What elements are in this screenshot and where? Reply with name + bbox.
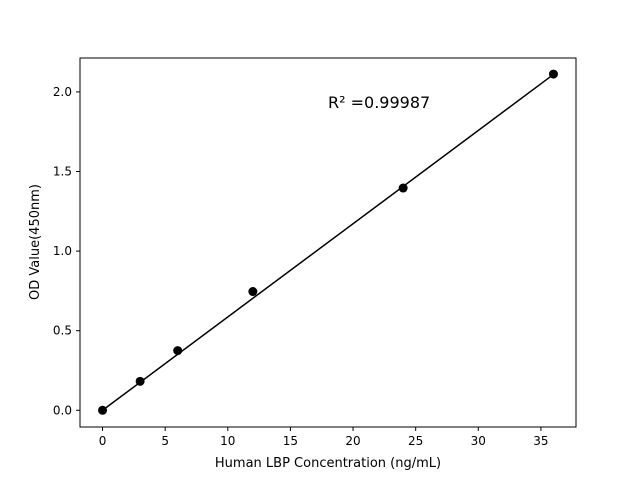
data-point bbox=[548, 69, 558, 79]
x-tick-label: 0 bbox=[99, 434, 107, 448]
x-tick-label: 10 bbox=[220, 434, 235, 448]
data-point bbox=[173, 346, 183, 356]
y-tick-label: 1.5 bbox=[53, 165, 72, 179]
y-tick-label: 0.0 bbox=[53, 403, 72, 417]
x-tick-label: 25 bbox=[408, 434, 423, 448]
x-tick-label: 30 bbox=[471, 434, 486, 448]
x-tick-label: 15 bbox=[283, 434, 298, 448]
x-tick-label: 20 bbox=[345, 434, 360, 448]
data-point bbox=[248, 287, 258, 297]
y-axis-label: OD Value(450nm) bbox=[28, 184, 43, 300]
x-tick-label: 5 bbox=[161, 434, 169, 448]
y-tick-label: 2.0 bbox=[53, 85, 72, 99]
y-axis-ticks: 0.0 0.5 1.0 1.5 2.0 bbox=[53, 85, 80, 417]
x-tick-label: 35 bbox=[533, 434, 548, 448]
y-tick-label: 0.5 bbox=[53, 324, 72, 338]
data-point bbox=[98, 405, 108, 415]
x-axis-ticks: 0 5 10 15 20 25 30 35 bbox=[99, 427, 549, 448]
data-point bbox=[398, 183, 408, 193]
data-point bbox=[135, 376, 145, 386]
r-squared-annotation: R² =0.99987 bbox=[328, 93, 430, 112]
y-tick-label: 1.0 bbox=[53, 244, 72, 258]
x-axis-label: Human LBP Concentration (ng/mL) bbox=[215, 456, 441, 471]
data-points bbox=[98, 69, 558, 415]
